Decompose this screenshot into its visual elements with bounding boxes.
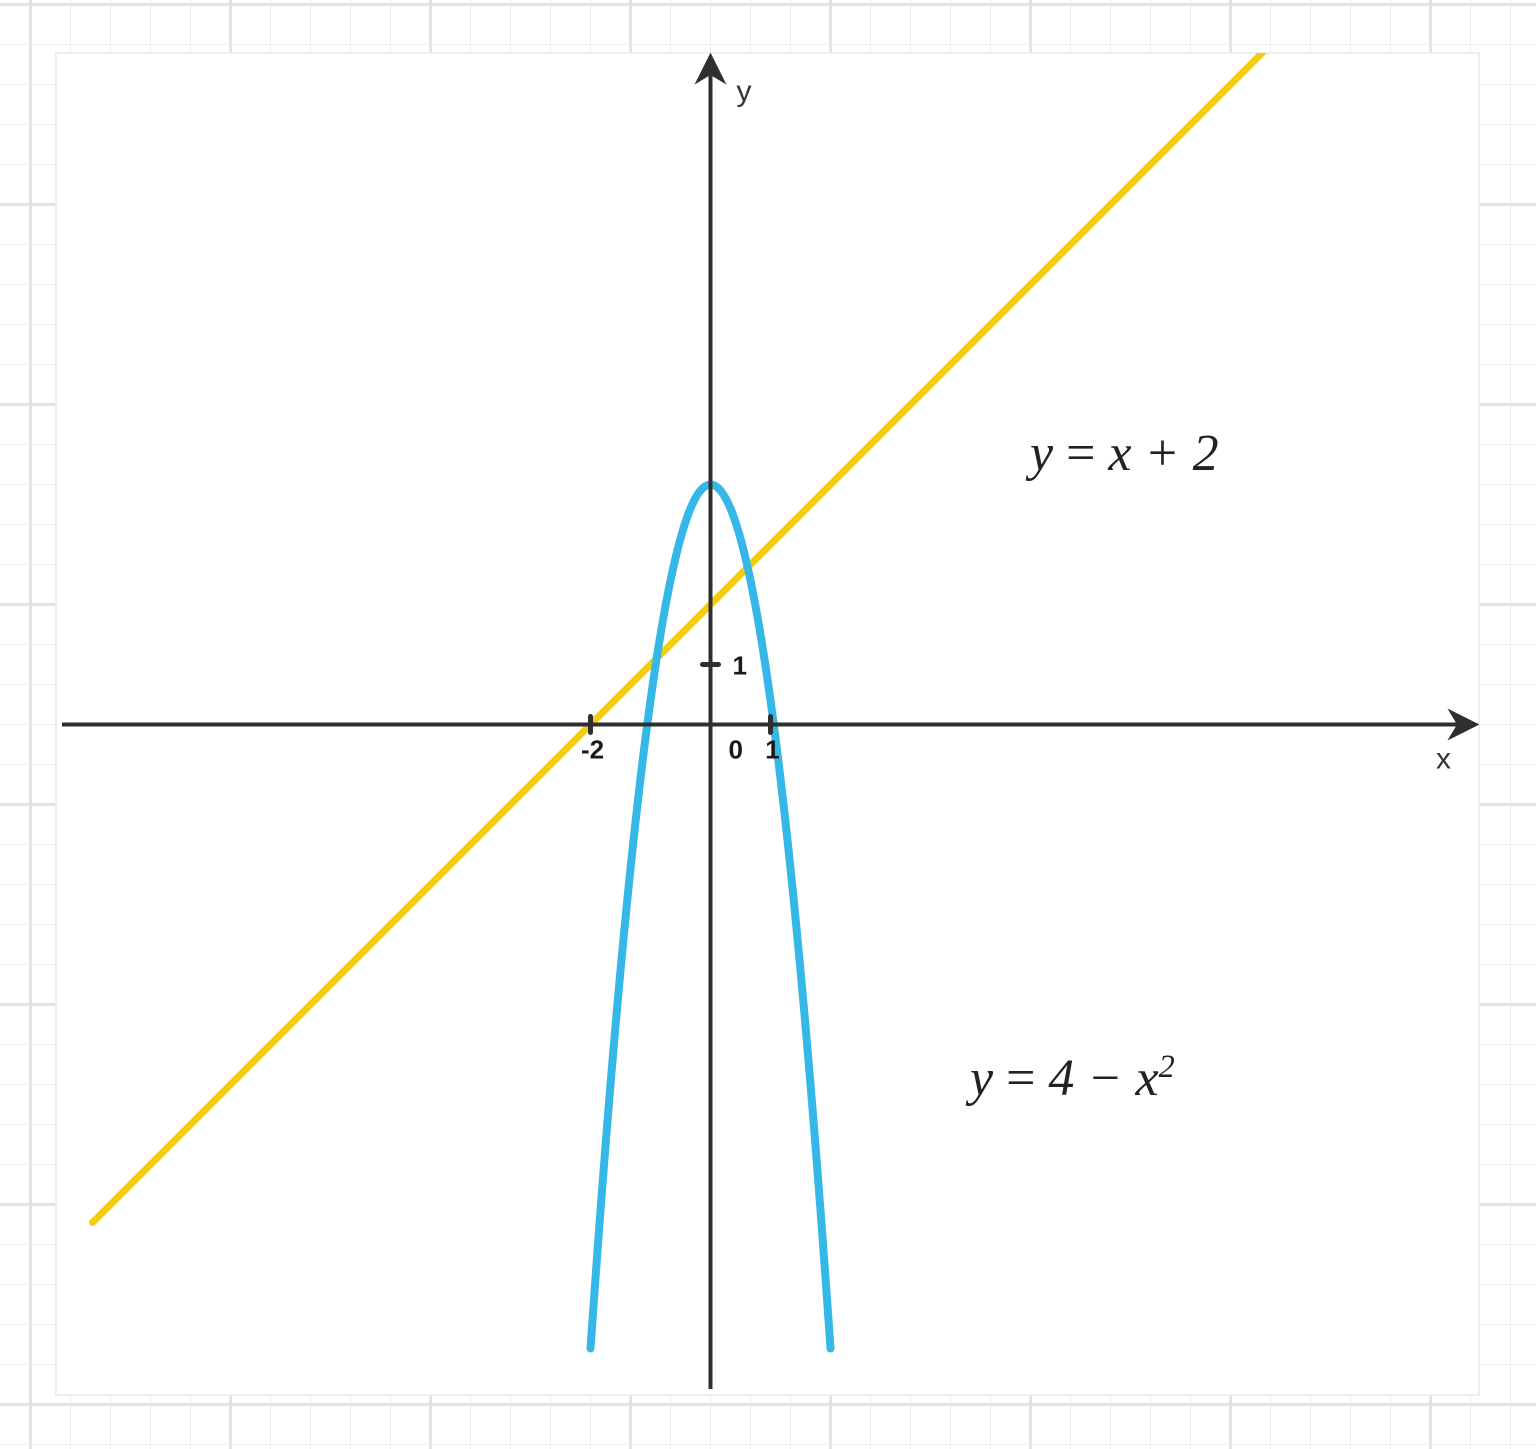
function-plot-chart: -2101xyy = x + 2y = 4 − x2	[0, 0, 1536, 1449]
origin-label: 0	[729, 735, 743, 765]
tick-label-x: 1	[765, 735, 779, 765]
y-axis-label: y	[737, 75, 752, 108]
chart-container: -2101xyy = x + 2y = 4 − x2	[0, 0, 1536, 1449]
tick-label-x: -2	[581, 735, 604, 765]
equation-label: y = 4 − x2	[965, 1048, 1175, 1107]
x-axis-label: x	[1436, 743, 1451, 776]
equation-label: y = x + 2	[1025, 425, 1219, 482]
tick-label-y: 1	[733, 651, 747, 681]
